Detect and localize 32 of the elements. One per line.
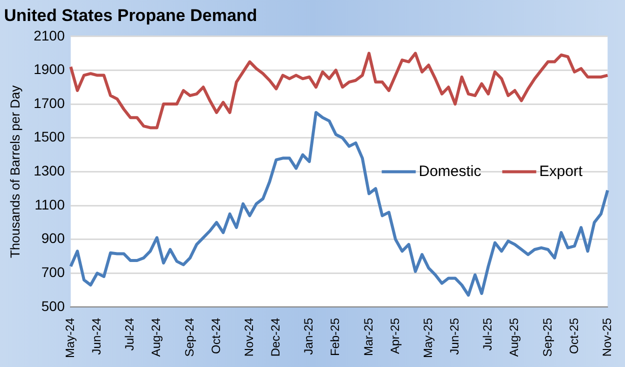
y-tick-label: 1700 [34,94,65,111]
x-tick-label: Jul-24 [122,318,137,351]
x-tick-label: Nov-24 [242,318,256,357]
x-tick-label: Jul-25 [480,318,495,351]
x-tick-label: Mar-25 [361,318,376,356]
y-tick-label: 1300 [34,162,65,179]
x-tick-label: Jun-24 [90,318,104,355]
x-tick-label: Aug-25 [507,318,522,357]
y-axis-title: Thousands of Barrels per Day [7,84,22,258]
x-tick-label: May-24 [63,318,78,358]
x-tick-label: May-25 [420,318,435,358]
x-tick-label: Apr-25 [388,318,402,354]
y-tick-label: 700 [41,264,65,280]
y-tick-label: 1500 [34,128,65,145]
y-tick-label: 500 [41,298,65,314]
x-tick-label: Oct-24 [208,318,223,354]
y-tick-label: 1100 [34,196,65,212]
x-tick-label: Feb-25 [328,318,342,356]
x-tick-label: Dec-24 [268,318,283,357]
x-tick-label: Jan-25 [302,318,316,355]
legend-label: Domestic [418,162,482,180]
x-tick-label: Sep-25 [540,318,554,357]
y-tick-label: 1900 [34,61,65,78]
x-tick-label: Sep-24 [182,318,196,357]
chart-title: United States Propane Demand [4,6,258,25]
y-tick-label: 900 [41,230,65,246]
x-tick-label: Oct-25 [566,318,581,354]
y-tick-label: 2100 [34,27,65,44]
x-tick-label: Aug-24 [149,318,164,357]
x-tick-label: Jun-25 [447,318,462,355]
x-tick-label: Nov-25 [600,318,614,357]
legend-label: Export [539,162,584,180]
